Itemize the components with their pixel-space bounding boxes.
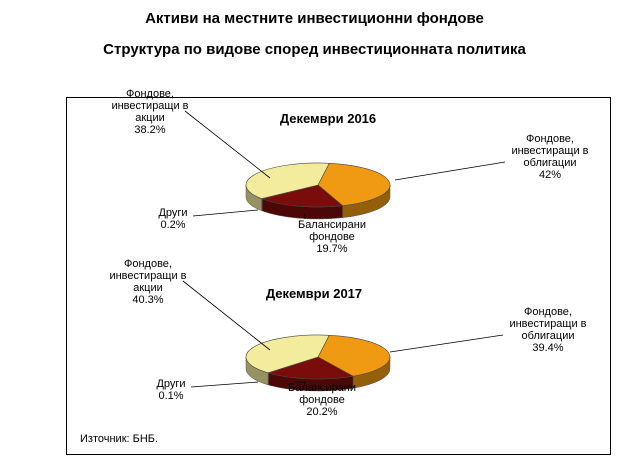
pie-slice-balanced — [261, 184, 344, 208]
slice-label-stocks: Фондове, инвестиращи в акции 40.3% — [109, 258, 186, 306]
slice-label-bonds: Фондове, инвестиращи в облигации 42% — [511, 133, 588, 181]
pie-slice-bonds — [317, 162, 391, 206]
slice-label-bonds: Фондове, инвестиращи в облигации 39.4% — [509, 306, 586, 354]
pie-title: Декември 2017 — [266, 286, 362, 301]
chart-frame — [66, 97, 611, 455]
slice-label-stocks: Фондове, инвестиращи в акции 38.2% — [111, 88, 188, 136]
leader-line-bonds — [394, 161, 506, 181]
slice-label-other: Други 0.1% — [156, 378, 185, 402]
chart-title-line1: Активи на местните инвестиционни фондове — [145, 10, 484, 27]
slice-label-balanced: Балансирани фондове 19.7% — [298, 219, 366, 255]
leader-line-stocks — [182, 280, 271, 351]
pie-chart-1: Декември 2016 Фондове, инвестиращи в облига… — [111, 88, 588, 255]
pie-title: Декември 2016 — [280, 111, 376, 126]
leader-line-stocks — [184, 110, 271, 179]
leader-line-bonds — [389, 334, 504, 353]
leader-line-other — [190, 381, 259, 388]
pie-slice-bonds — [317, 334, 391, 377]
source-note: Източник: БНБ. — [80, 433, 158, 445]
leader-line-balanced — [295, 381, 306, 385]
pie-chart-2: Декември 2017 Фондове, инвестиращи в облига… — [109, 258, 586, 418]
slice-label-other: Други 0.2% — [158, 207, 187, 231]
pie-slice-stocks — [245, 162, 330, 199]
slice-label-balanced: Балансирани фондове 20.2% — [288, 382, 356, 418]
pie-slice-balanced — [267, 356, 354, 380]
leader-line-other — [192, 209, 259, 217]
pie-slice-stocks — [245, 334, 330, 374]
chart-title-line2: Структура по видове според инвестиционна… — [103, 41, 526, 58]
